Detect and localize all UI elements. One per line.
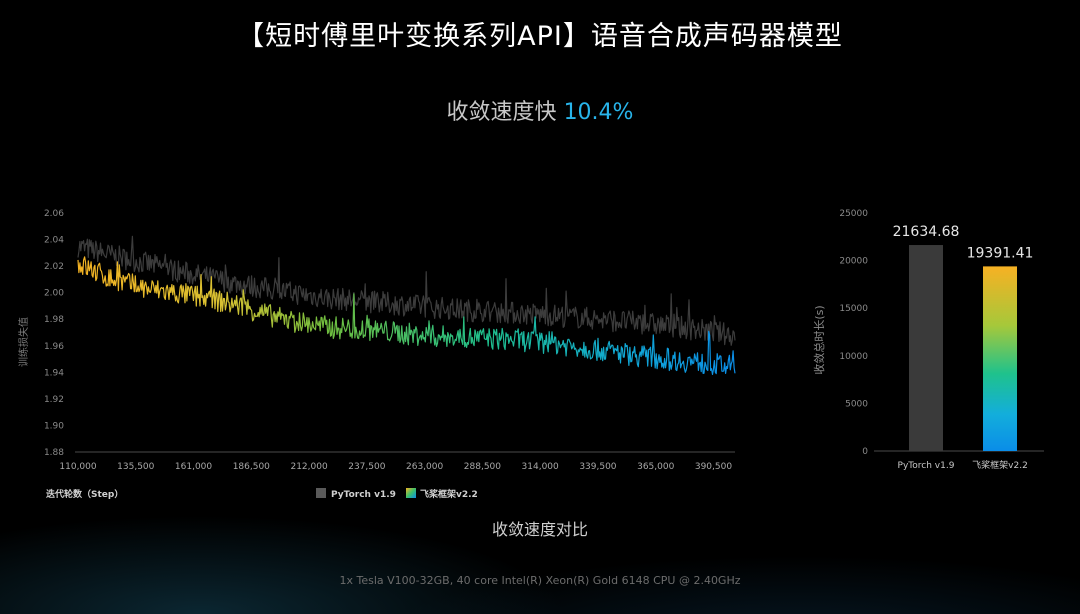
bar-y-tick-label: 20000 — [839, 257, 868, 267]
legend-swatch-pytorch — [316, 488, 326, 498]
y-tick-label: 1.96 — [44, 342, 64, 352]
x-tick-label: 314,000 — [522, 462, 559, 472]
bar-value-label: 19391.41 — [967, 245, 1034, 261]
subtitle-value: 10.4% — [563, 100, 634, 125]
subtitle-prefix: 收敛速度快 — [446, 100, 557, 125]
x-tick-label: 263,000 — [406, 462, 443, 472]
bar-paddle — [983, 266, 1017, 451]
loss-line-chart: 训练损失值 1.88 1.90 1.92 1.94 1.96 1.98 2.00 2.02 2.… — [17, 209, 736, 500]
y-tick-label: 2.00 — [44, 289, 64, 299]
x-tick-label: 365,000 — [637, 462, 674, 472]
x-axis-ticks: 110,000 135,500 161,000 186,500 212,000 237,5… — [59, 462, 732, 472]
x-axis-title: 迭代轮数（Step） — [46, 488, 123, 500]
y-axis-title: 训练损失值 — [17, 317, 30, 367]
legend-label-pytorch: PyTorch v1.9 — [331, 490, 396, 500]
bar-y-axis-ticks: 0 5000 10000 15000 20000 25000 — [839, 209, 868, 457]
page-title: 【短时傅里叶变换系列API】语音合成声码器模型 — [237, 21, 843, 52]
x-tick-label: 339,500 — [579, 462, 616, 472]
bars-group: 21634.68 PyTorch v1.9 19391.41 飞桨框架v2.2 — [893, 224, 1034, 471]
x-tick-label: 390,500 — [695, 462, 732, 472]
y-tick-label: 1.90 — [44, 421, 64, 431]
bar-value-label: 21634.68 — [893, 224, 960, 240]
chart-caption: 收敛速度对比 — [491, 520, 588, 539]
legend-swatch-paddle — [406, 488, 416, 498]
bar-category-label: PyTorch v1.9 — [898, 461, 955, 471]
y-tick-label: 1.98 — [44, 315, 64, 325]
legend: PyTorch v1.9 飞桨框架v2.2 — [316, 488, 478, 500]
series-group — [77, 235, 736, 375]
bar-y-tick-label: 25000 — [839, 209, 868, 219]
x-tick-label: 288,500 — [464, 462, 501, 472]
y-tick-label: 1.94 — [44, 368, 64, 378]
bar-y-tick-label: 10000 — [839, 352, 868, 362]
x-tick-label: 161,000 — [175, 462, 212, 472]
bar-y-tick-label: 5000 — [845, 399, 868, 409]
x-tick-label: 212,000 — [290, 462, 327, 472]
y-tick-label: 1.88 — [44, 448, 64, 458]
bar-y-axis-title: 收敛总时长(s) — [812, 305, 826, 374]
bar-pytorch — [909, 245, 943, 451]
y-tick-label: 2.04 — [44, 236, 64, 246]
y-tick-label: 2.06 — [44, 209, 64, 219]
x-tick-label: 135,500 — [117, 462, 154, 472]
page-subtitle: 收敛速度快 10.4% — [0, 94, 1080, 126]
bar-y-tick-label: 0 — [862, 447, 868, 457]
series-line-paddle — [77, 256, 736, 375]
y-axis-ticks: 1.88 1.90 1.92 1.94 1.96 1.98 2.00 2.02 2.04 2.06 — [44, 209, 64, 458]
series-line-pytorch — [77, 235, 736, 346]
x-tick-label: 110,000 — [59, 462, 96, 472]
legend-label-paddle: 飞桨框架v2.2 — [420, 488, 478, 500]
hardware-footnote: 1x Tesla V100-32GB, 40 core Intel(R) Xeo… — [339, 574, 741, 587]
x-tick-label: 237,500 — [348, 462, 385, 472]
bar-y-tick-label: 15000 — [839, 304, 868, 314]
bar-category-label: 飞桨框架v2.2 — [972, 459, 1028, 471]
duration-bar-chart: 收敛总时长(s) 0 5000 10000 15000 20000 25000 21634… — [812, 209, 1044, 471]
y-tick-label: 1.92 — [44, 395, 64, 405]
x-tick-label: 186,500 — [233, 462, 270, 472]
y-tick-label: 2.02 — [44, 262, 64, 272]
